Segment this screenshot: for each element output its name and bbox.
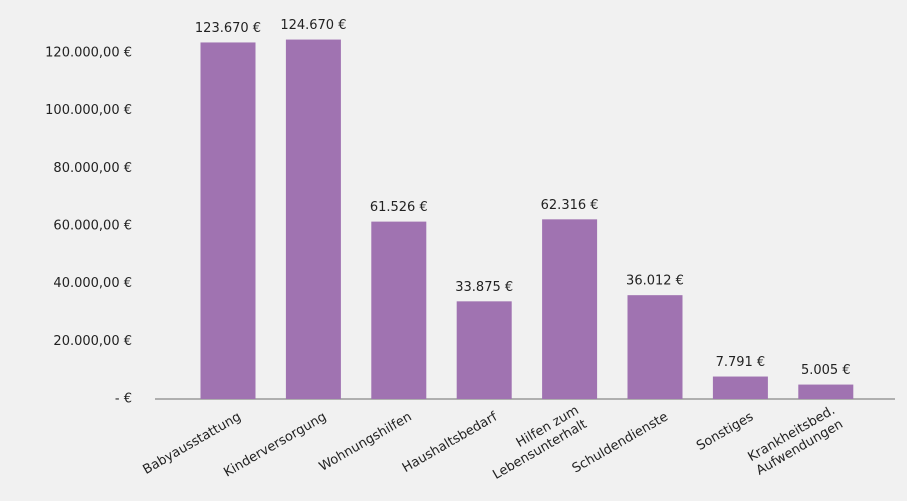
y-tick-label: 120.000,00 €: [45, 46, 132, 61]
value-label: 61.526 €: [370, 200, 428, 215]
y-tick-label: 20.000,00 €: [53, 334, 132, 349]
bar: [712, 376, 768, 399]
x-tick-label: Sonstiges: [694, 409, 756, 454]
y-tick-label: 40.000,00 €: [53, 276, 132, 291]
bar: [371, 221, 427, 399]
bar: [200, 42, 256, 399]
x-tick-label: Schuldendienste: [570, 410, 671, 477]
value-label: 124.670 €: [280, 18, 346, 33]
value-label: 33.875 €: [455, 280, 513, 295]
y-tick-label: 80.000,00 €: [53, 161, 132, 176]
value-label: 123.670 €: [195, 21, 261, 36]
bar: [285, 39, 341, 399]
value-label: 36.012 €: [626, 274, 684, 289]
x-tick-label: Haushaltsbedarf: [400, 409, 500, 476]
value-label: 62.316 €: [541, 198, 599, 213]
bar: [798, 384, 854, 399]
value-label: 5.005 €: [801, 363, 851, 378]
value-label: 7.791 €: [716, 355, 766, 370]
y-tick-label: 60.000,00 €: [53, 219, 132, 234]
bar: [627, 295, 683, 399]
bar: [542, 219, 598, 399]
bar: [456, 301, 512, 399]
y-tick-label: 100.000,00 €: [45, 103, 132, 118]
x-tick-label: Wohnungshilfen: [317, 410, 415, 475]
y-tick-label: - €: [115, 392, 132, 407]
x-tick-label: Krankheitsbed.Aufwendungen: [745, 403, 845, 479]
